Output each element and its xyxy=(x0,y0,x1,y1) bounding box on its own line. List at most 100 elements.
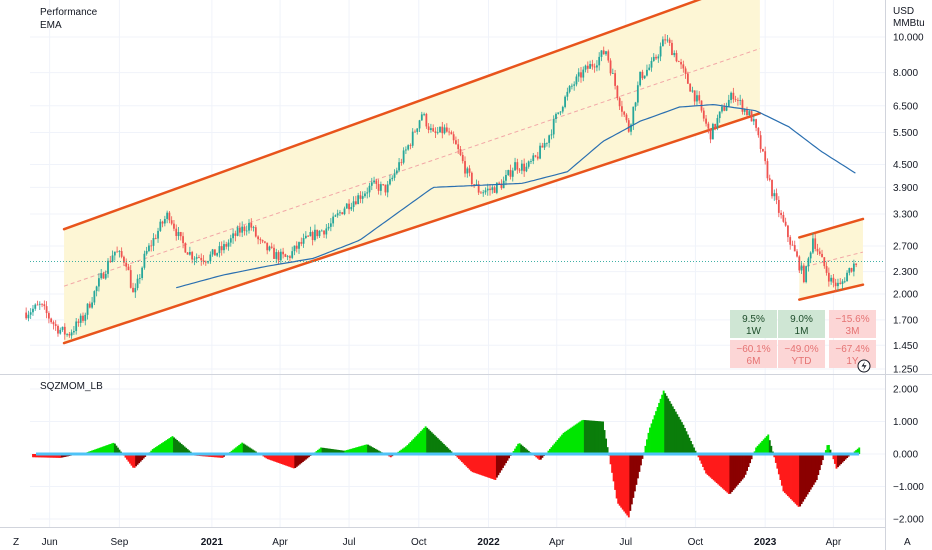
candle-body xyxy=(136,278,139,289)
candle-body xyxy=(491,187,494,191)
candle-body xyxy=(511,170,514,177)
candle-body xyxy=(439,126,441,133)
momentum-bar xyxy=(527,450,530,454)
momentum-bar xyxy=(811,454,814,488)
momentum-bar xyxy=(632,454,635,498)
lightning-icon[interactable] xyxy=(857,359,871,373)
momentum-bar xyxy=(790,454,792,500)
momentum-bar xyxy=(614,454,617,490)
candle-body xyxy=(500,183,503,189)
momentum-bar xyxy=(326,448,329,454)
unit-label[interactable]: MMBtu xyxy=(893,18,925,29)
momentum-bar xyxy=(858,447,861,454)
time-tick-label: Jul xyxy=(343,537,356,548)
momentum-bar xyxy=(295,454,298,467)
candle-body xyxy=(111,255,114,262)
momentum-bar xyxy=(110,443,113,454)
candle-body xyxy=(787,225,789,238)
candle-body xyxy=(812,238,814,253)
momentum-bar xyxy=(400,449,403,454)
momentum-bar xyxy=(674,411,677,454)
momentum-bar xyxy=(809,454,812,490)
performance-period: 6M xyxy=(747,356,761,367)
candle-body xyxy=(666,39,669,41)
candle-body xyxy=(473,184,476,186)
candle-body xyxy=(236,227,239,236)
momentum-bar xyxy=(347,449,350,454)
momentum-bar xyxy=(459,454,462,461)
candle-body xyxy=(402,150,405,163)
candle-body xyxy=(568,86,571,92)
momentum-bar xyxy=(583,420,586,454)
candle-body xyxy=(238,227,241,233)
timezone-button[interactable]: Z xyxy=(13,537,19,548)
candle-body xyxy=(843,281,846,283)
candle-body xyxy=(416,128,419,132)
momentum-bar xyxy=(517,443,520,454)
candle-body xyxy=(386,184,389,193)
candle-body xyxy=(641,71,644,79)
candle-body xyxy=(293,245,296,252)
momentum-bar xyxy=(274,454,277,462)
candle-body xyxy=(261,240,264,242)
candle-body xyxy=(152,237,155,246)
candle-body xyxy=(705,118,707,124)
momentum-bar xyxy=(656,407,659,454)
candle-body xyxy=(68,334,71,336)
momentum-bar xyxy=(367,444,369,454)
momentum-bar xyxy=(579,421,582,454)
candle-body xyxy=(341,212,344,215)
performance-value: 9.0% xyxy=(790,314,813,325)
candle-body xyxy=(741,100,744,112)
momentum-bar xyxy=(245,445,248,454)
momentum-bar xyxy=(48,454,51,458)
momentum-bar xyxy=(91,450,94,454)
candle-body xyxy=(807,258,810,267)
momentum-bar xyxy=(479,454,482,475)
momentum-bar xyxy=(371,447,374,454)
candle-body xyxy=(209,254,212,262)
legend-performance[interactable]: Performance xyxy=(40,7,98,18)
momentum-bar xyxy=(730,454,733,492)
momentum-bar xyxy=(317,449,319,454)
candle-body xyxy=(29,312,32,315)
momentum-bar xyxy=(620,454,623,508)
momentum-bar xyxy=(488,454,491,478)
candle-body xyxy=(179,232,182,237)
candle-body xyxy=(109,260,112,262)
time-tick-label: 2022 xyxy=(477,537,500,548)
momentum-bar xyxy=(221,454,224,458)
momentum-bar xyxy=(168,438,171,454)
momentum-bar xyxy=(456,454,459,458)
candle-body xyxy=(580,72,582,78)
momentum-bar xyxy=(279,454,282,464)
momentum-bar xyxy=(210,454,213,458)
price-tick-label: 1.450 xyxy=(893,341,918,352)
candle-body xyxy=(304,235,307,239)
candle-body xyxy=(332,216,335,224)
candle-body xyxy=(789,237,792,245)
auto-scale-button[interactable]: A xyxy=(904,537,911,548)
indicator-label[interactable]: SQZMOM_LB xyxy=(40,381,103,392)
momentum-bar xyxy=(59,454,62,458)
currency-label[interactable]: USD xyxy=(893,6,914,17)
candle-body xyxy=(800,265,803,271)
legend-ema[interactable]: EMA xyxy=(40,20,62,31)
candle-body xyxy=(395,170,398,174)
candle-body xyxy=(766,161,769,179)
momentum-bar xyxy=(180,443,183,454)
candle-body xyxy=(125,262,128,267)
candle-body xyxy=(423,113,425,115)
momentum-bar xyxy=(100,447,103,454)
channel-upper-line xyxy=(62,0,702,231)
candle-body xyxy=(329,223,332,227)
candle-body xyxy=(84,314,87,321)
performance-cell xyxy=(730,310,777,338)
momentum-bar xyxy=(230,450,233,454)
performance-cell xyxy=(778,340,825,368)
momentum-bar xyxy=(676,414,679,454)
candle-body xyxy=(223,244,225,251)
momentum-bar xyxy=(711,454,714,479)
momentum-bar xyxy=(356,447,359,454)
